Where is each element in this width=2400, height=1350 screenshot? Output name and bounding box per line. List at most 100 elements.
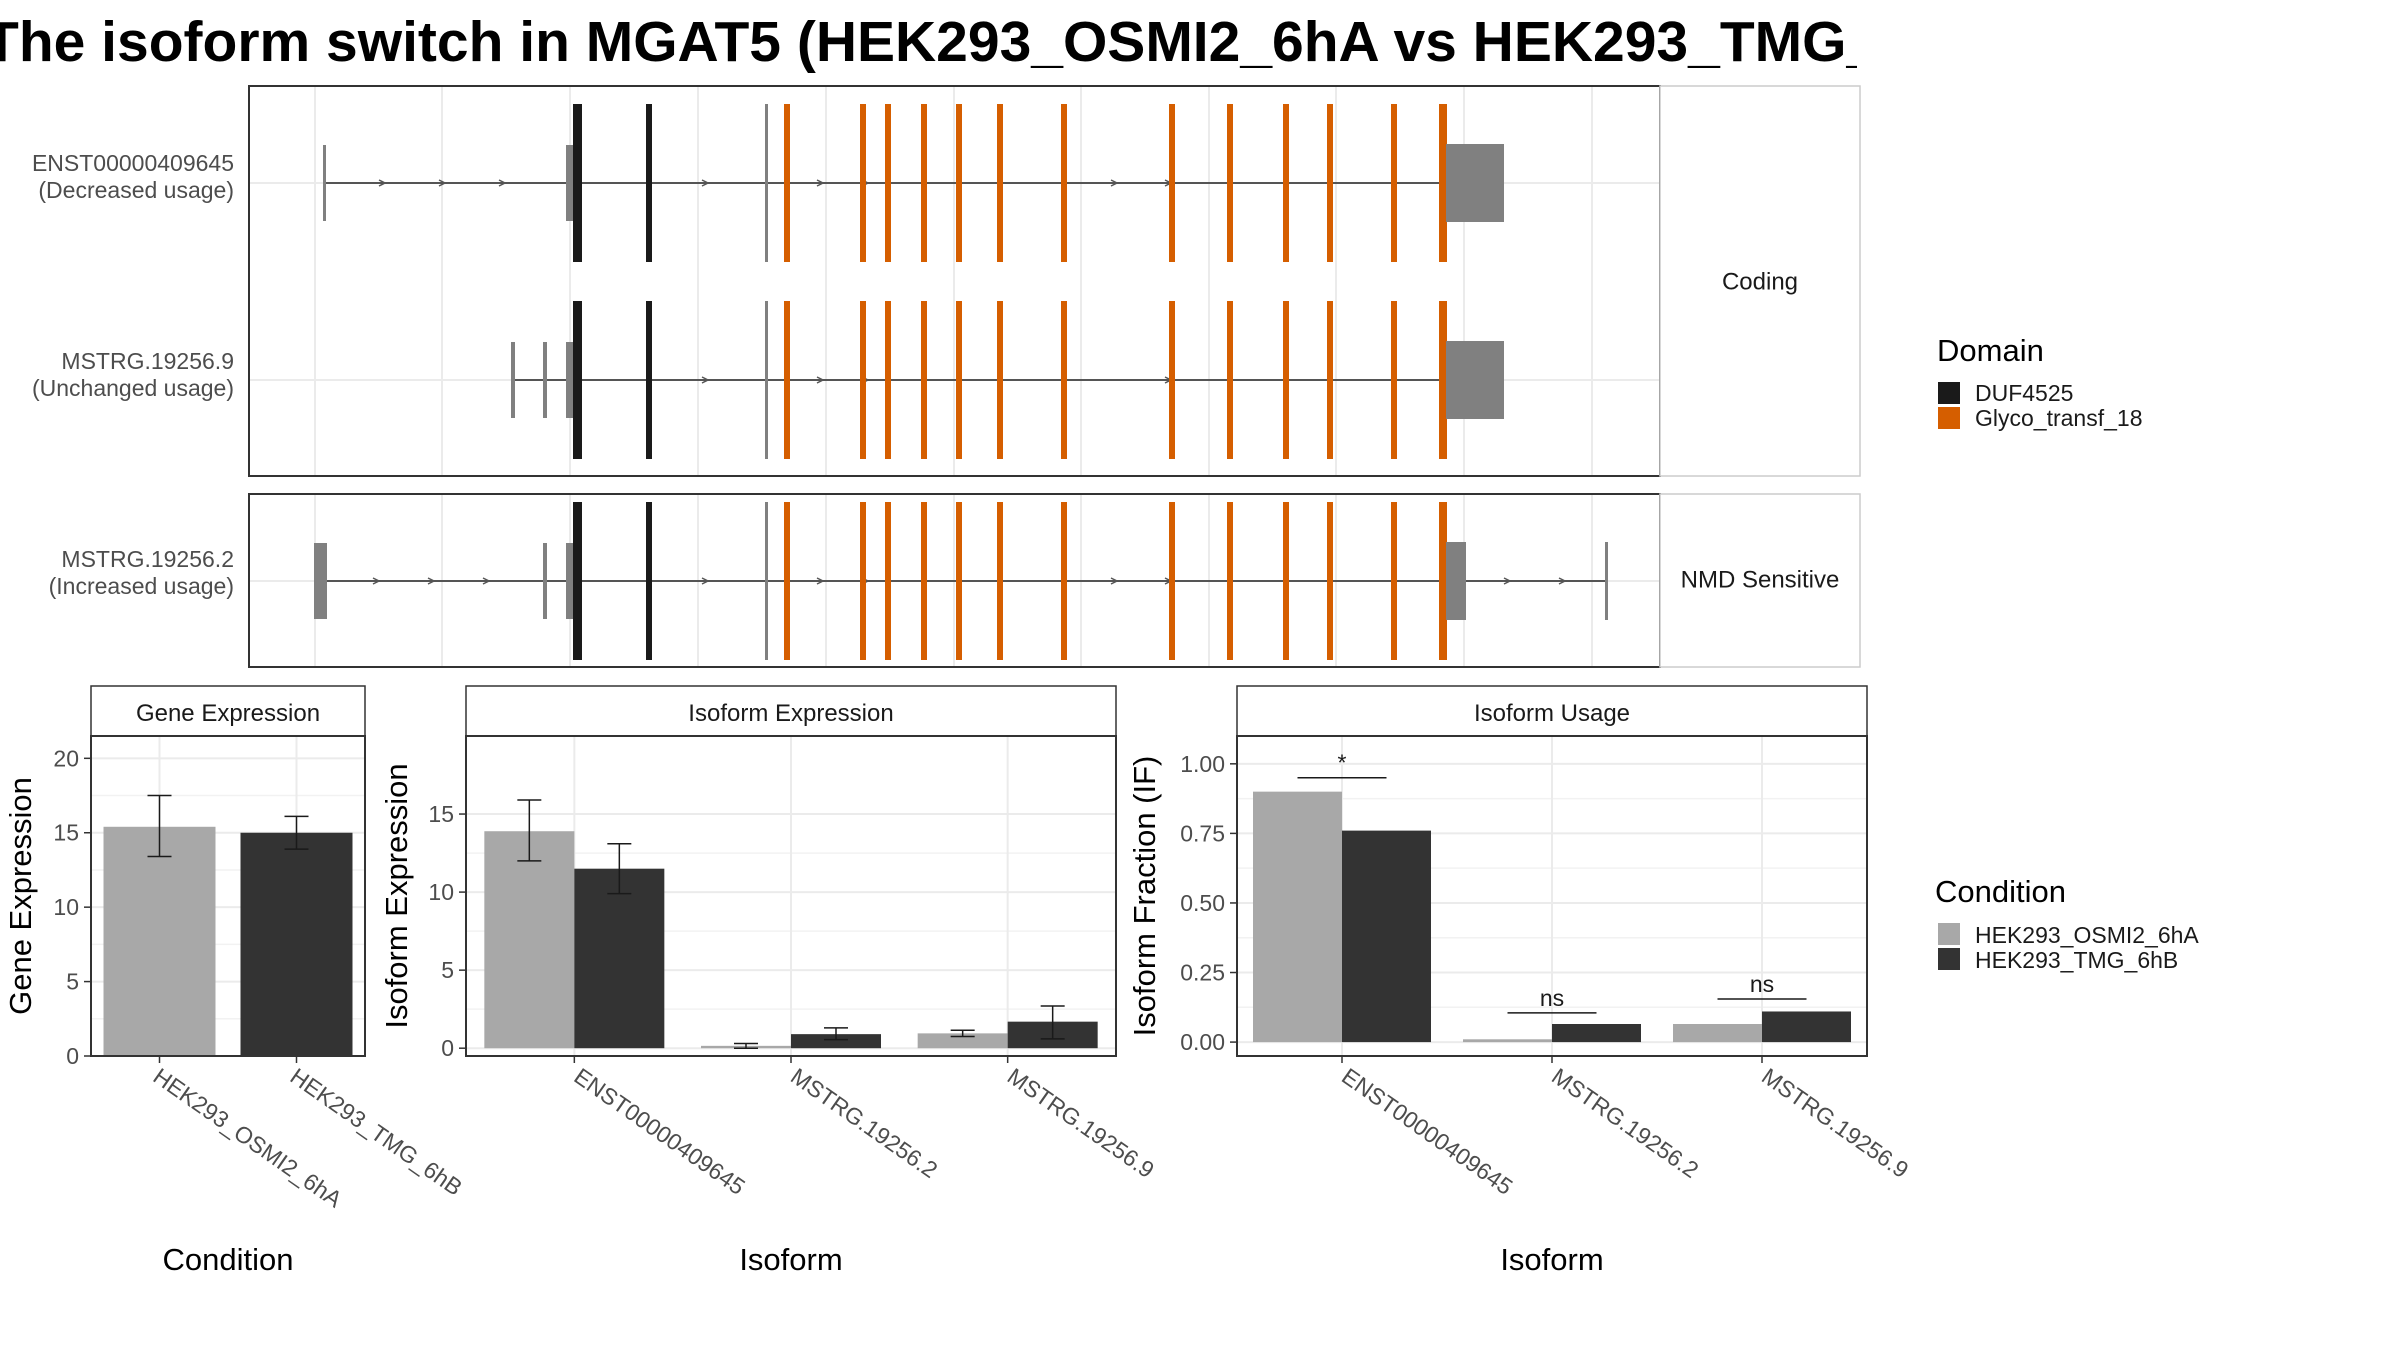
utr-3prime-mstrg-19256-9 — [1446, 341, 1504, 419]
domain-legend-key-duf4525 — [1938, 382, 1960, 404]
gene-expression-xlabel: Condition — [163, 1242, 294, 1277]
glyco-transf-18-exon-5-mstrg-19256-9 — [956, 301, 962, 459]
utr-3prime-end-mstrg-19256-2 — [1605, 542, 1608, 620]
domain-legend-label-glyco: Glyco_transf_18 — [1975, 405, 2142, 431]
utr-exon-mid-mstrg-19256-9 — [765, 301, 768, 459]
structure-facet-nmd-label: NMD Sensitive — [1681, 566, 1840, 593]
structure-facet-coding-strip — [1659, 85, 1861, 477]
y-tick-label-0-1: 5 — [66, 969, 79, 995]
glyco-transf-18-exon-1-mstrg-19256-2 — [784, 502, 790, 660]
glyco-transf-18-exon-9-enst00000409645 — [1227, 104, 1233, 262]
glyco-transf-18-exon-8-enst00000409645 — [1169, 104, 1175, 262]
isoform-expression-xlabel: Isoform — [739, 1242, 842, 1277]
glyco-transf-18-exon-2-mstrg-19256-2 — [860, 502, 866, 660]
intron-arrow-mstrg-19256-2-6 — [1110, 577, 1119, 585]
structure-exons — [314, 104, 1608, 660]
intron-arrow-enst00000409645-1 — [438, 179, 447, 187]
utr-exon-mstrg-19256-9-0 — [511, 342, 515, 418]
glyco-transf-18-exon-9-mstrg-19256-9 — [1227, 301, 1233, 459]
isoform-label-enst00000409645: ENST00000409645 — [32, 150, 234, 176]
glyco-transf-18-exon-last-enst00000409645 — [1439, 104, 1447, 262]
utr-exon-mstrg-19256-9-2 — [566, 342, 575, 418]
glyco-transf-18-exon-9-mstrg-19256-2 — [1227, 502, 1233, 660]
glyco-transf-18-exon-5-enst00000409645 — [956, 104, 962, 262]
x-tick-label-1-mstrg-19256-9: MSTRG.19256.9 — [1003, 1063, 1159, 1183]
utr-exon-mstrg-19256-2-2 — [566, 543, 575, 619]
utr-exon-mid-mstrg-19256-2 — [765, 502, 768, 660]
intron-arrow-mstrg-19256-2-9 — [1558, 577, 1567, 585]
bar-enst00000409645-hek293-tmg-6hb — [1342, 830, 1431, 1043]
glyco-transf-18-exon-12-mstrg-19256-9 — [1391, 301, 1397, 459]
x-tick-label-2-mstrg-19256-2: MSTRG.19256.2 — [1547, 1063, 1703, 1183]
condition-legend-label-b: HEK293_TMG_6hB — [1975, 947, 2178, 973]
y-tick-label-2-4: 1.00 — [1180, 751, 1225, 777]
glyco-transf-18-exon-4-enst00000409645 — [921, 104, 927, 262]
y-tick-label-1-2: 10 — [428, 879, 454, 905]
y-tick-label-0-2: 10 — [53, 894, 79, 920]
glyco-transf-18-exon-10-mstrg-19256-2 — [1283, 502, 1289, 660]
y-tick-label-2-0: 0.00 — [1180, 1029, 1225, 1055]
isoform-usage-xlabel: Isoform — [1500, 1242, 1603, 1277]
glyco-transf-18-exon-2-enst00000409645 — [860, 104, 866, 262]
bar-enst00000409645-hek293-osmi2-6ha — [484, 831, 575, 1049]
domain-legend-label-duf4525: DUF4525 — [1975, 380, 2073, 406]
intron-arrow-mstrg-19256-2-1 — [427, 577, 436, 585]
isoform-usage-enst00000409645: (Decreased usage) — [38, 177, 234, 203]
glyco-transf-18-exon-11-mstrg-19256-9 — [1327, 301, 1333, 459]
gene-expression-panel-title: Gene Expression — [136, 700, 320, 727]
isoform-expression-ylabel: Isoform Expression — [379, 763, 414, 1028]
duf4525-exon-1-enst00000409645 — [573, 104, 582, 262]
isoform-usage-strip — [1236, 685, 1868, 737]
utr-exon-mstrg-19256-2-1 — [543, 543, 547, 619]
gene-expression-plot-border — [90, 735, 366, 1057]
gene-expression-strip — [90, 685, 366, 737]
glyco-transf-18-exon-12-mstrg-19256-2 — [1391, 502, 1397, 660]
bar-enst00000409645-hek293-osmi2-6ha — [1253, 791, 1342, 1043]
isoform-usage-ylabel: Isoform Fraction (IF) — [1127, 756, 1162, 1037]
y-tick-label-2-2: 0.50 — [1180, 890, 1225, 916]
bar-mstrg-19256-2-hek293-tmg-6hb — [791, 1034, 881, 1049]
bar-mstrg-19256-2-hek293-osmi2-6ha — [1463, 1039, 1552, 1043]
intron-arrow-mstrg-19256-2-8 — [1503, 577, 1512, 585]
intron-arrow-mstrg-19256-2-2 — [482, 577, 491, 585]
glyco-transf-18-exon-7-mstrg-19256-2 — [1061, 502, 1067, 660]
significance-label-mstrg-19256-2: ns — [1540, 985, 1564, 1011]
bar-hek293-osmi2-6ha — [103, 826, 216, 1056]
glyco-transf-18-exon-10-enst00000409645 — [1283, 104, 1289, 262]
isoform-expression-panel-title: Isoform Expression — [688, 700, 893, 727]
intron-arrow-enst00000409645-4 — [816, 179, 825, 187]
x-tick-label-1-enst00000409645: ENST00000409645 — [569, 1063, 749, 1200]
bar-mstrg-19256-2-hek293-tmg-6hb — [1552, 1024, 1641, 1043]
utr-3prime-enst00000409645 — [1446, 144, 1504, 222]
glyco-transf-18-exon-11-mstrg-19256-2 — [1327, 502, 1333, 660]
utr-exon-mstrg-19256-9-1 — [543, 342, 547, 418]
structure-facet-coding-label: Coding — [1722, 268, 1798, 295]
glyco-transf-18-exon-2-mstrg-19256-9 — [860, 301, 866, 459]
duf4525-exon-2-enst00000409645 — [646, 104, 652, 262]
condition-legend-label-a: HEK293_OSMI2_6hA — [1975, 922, 2199, 948]
isoform-label-mstrg-19256-9: MSTRG.19256.9 — [61, 348, 234, 374]
isoform-label-mstrg-19256-2: MSTRG.19256.2 — [61, 546, 234, 572]
x-tick-label-2-mstrg-19256-9: MSTRG.19256.9 — [1757, 1063, 1913, 1183]
utr-exon-enst00000409645-0 — [323, 145, 326, 221]
glyco-transf-18-exon-3-enst00000409645 — [885, 104, 891, 262]
isoform-expression-bars — [484, 799, 1098, 1049]
domain-legend-key-glyco — [1938, 407, 1960, 429]
plot-title: The isoform switch in MGAT5 (HEK293_OSMI… — [0, 10, 1857, 74]
condition-legend: Condition HEK293_OSMI2_6hA HEK293_TMG_6h… — [1935, 874, 2199, 973]
intron-arrow-mstrg-19256-2-0 — [372, 577, 381, 585]
domain-legend: Domain DUF4525 Glyco_transf_18 — [1937, 333, 2142, 431]
intron-arrow-enst00000409645-2 — [498, 179, 507, 187]
condition-legend-title: Condition — [1935, 874, 2066, 909]
glyco-transf-18-exon-5-mstrg-19256-2 — [956, 502, 962, 660]
gene-expression-bars — [103, 794, 353, 1056]
isoform-usage-mstrg-19256-2: (Increased usage) — [49, 573, 234, 599]
significance-label-enst00000409645: * — [1338, 750, 1347, 776]
glyco-transf-18-exon-11-enst00000409645 — [1327, 104, 1333, 262]
intron-arrow-mstrg-19256-2-3 — [701, 577, 710, 585]
bar-mstrg-19256-9-hek293-osmi2-6ha — [917, 1033, 1008, 1049]
utr-exon-mstrg-19256-2-0 — [314, 543, 327, 619]
gene-expression-ylabel: Gene Expression — [3, 777, 38, 1015]
